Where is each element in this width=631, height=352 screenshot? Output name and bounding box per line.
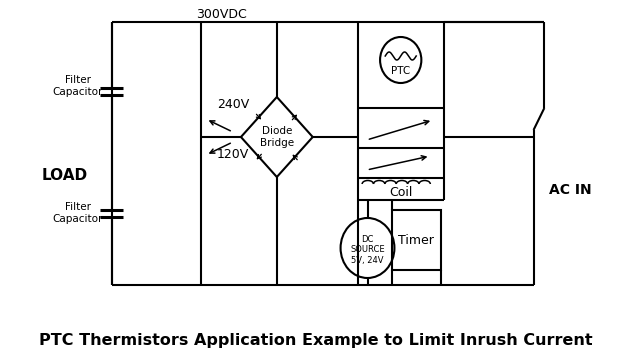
- Text: Filter
Capacitor: Filter Capacitor: [52, 202, 103, 224]
- Text: DC
SOURCE
5V, 24V: DC SOURCE 5V, 24V: [350, 235, 385, 265]
- Text: PTC: PTC: [391, 66, 410, 76]
- Text: Timer: Timer: [399, 233, 434, 246]
- Bar: [392, 210, 441, 270]
- Text: AC IN: AC IN: [549, 183, 591, 197]
- Text: 240V: 240V: [216, 99, 249, 112]
- Text: 300VDC: 300VDC: [196, 7, 247, 20]
- Text: Coil: Coil: [389, 187, 413, 200]
- Text: Diode
Bridge: Diode Bridge: [260, 126, 294, 148]
- Text: LOAD: LOAD: [42, 168, 88, 182]
- Text: Filter
Capacitor: Filter Capacitor: [52, 75, 103, 96]
- Text: PTC Thermistors Application Example to Limit Inrush Current: PTC Thermistors Application Example to L…: [38, 333, 593, 347]
- Text: 120V: 120V: [216, 149, 249, 162]
